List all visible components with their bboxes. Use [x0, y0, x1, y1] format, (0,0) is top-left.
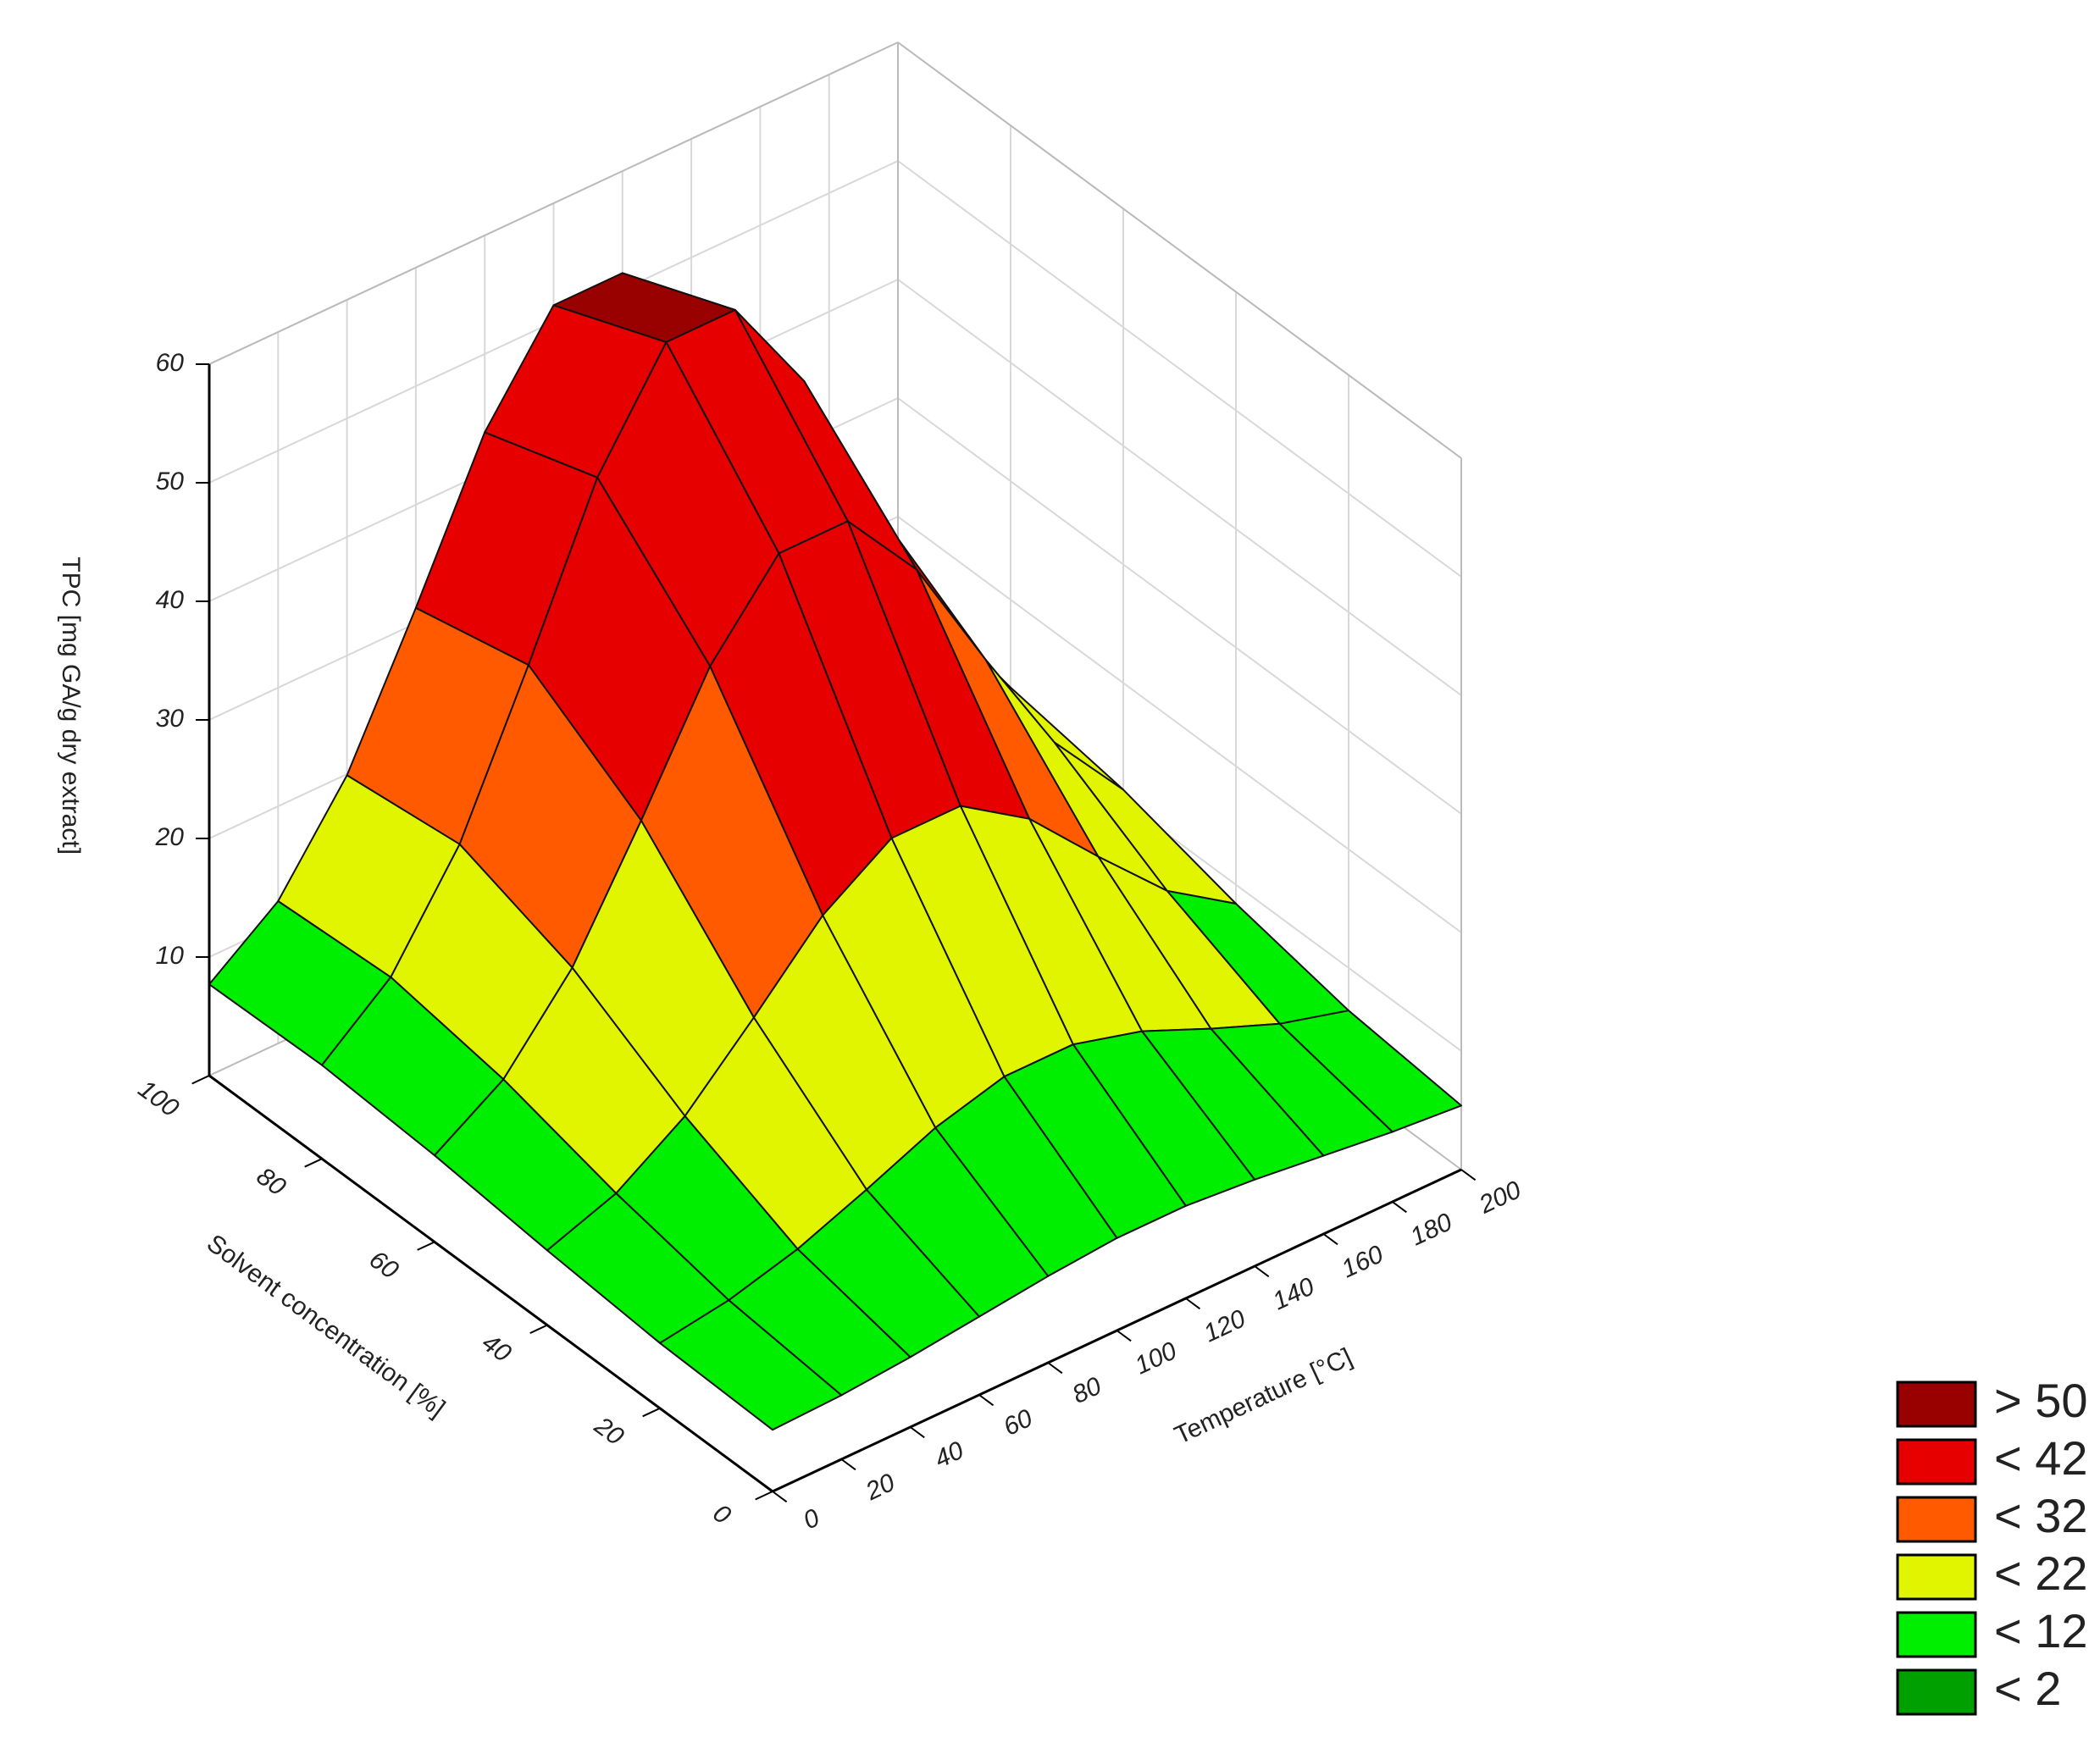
- x-tick: [1116, 1330, 1132, 1342]
- x-tick: [1322, 1233, 1338, 1246]
- y-tick: [755, 1491, 773, 1501]
- grid-line: [897, 516, 1462, 933]
- y-axis-title: Solvent concentration [%]: [202, 1229, 450, 1423]
- z-tick-label: 20: [155, 823, 185, 851]
- legend-swatch: [1896, 1381, 1977, 1428]
- y-tick-label: 60: [364, 1245, 404, 1285]
- z-tick-label: 50: [156, 468, 185, 495]
- z-tick-label: 30: [156, 705, 185, 733]
- x-tick: [1460, 1169, 1477, 1181]
- legend-swatch: [1896, 1553, 1977, 1601]
- y-tick: [529, 1324, 548, 1335]
- x-tick: [1185, 1298, 1201, 1310]
- surface-cell: [659, 1299, 843, 1431]
- y-tick-label: 0: [707, 1499, 735, 1530]
- y-tick: [642, 1407, 661, 1418]
- x-tick-label: 140: [1268, 1272, 1319, 1315]
- x-tick: [772, 1491, 788, 1503]
- legend-swatch: [1896, 1496, 1977, 1543]
- x-tick-label: 200: [1474, 1176, 1526, 1220]
- grid-line: [897, 160, 1462, 578]
- x-tick: [978, 1394, 995, 1407]
- x-tick: [1254, 1265, 1270, 1278]
- z-tick-label: 60: [156, 349, 185, 377]
- x-tick-label: 120: [1200, 1304, 1250, 1347]
- y-tick: [417, 1241, 435, 1251]
- z-tick-label: 40: [156, 586, 185, 614]
- legend-label: > 50: [1994, 1374, 2088, 1427]
- z-tick-label: 10: [156, 942, 185, 970]
- y-tick-label: 40: [477, 1329, 517, 1369]
- x-tick: [840, 1458, 856, 1471]
- y-tick-label: 100: [133, 1075, 184, 1122]
- box-edge: [897, 41, 1462, 459]
- grid-line: [897, 397, 1462, 815]
- x-tick: [1392, 1201, 1407, 1214]
- x-tick: [1047, 1362, 1063, 1375]
- x-tick-label: 60: [1000, 1404, 1037, 1441]
- legend-label: < 22: [1994, 1547, 2088, 1600]
- x-tick: [910, 1426, 925, 1439]
- y-tick-label: 80: [252, 1162, 291, 1202]
- x-axis-title: Temperature [°C]: [1171, 1343, 1357, 1450]
- legend-label: < 2: [1994, 1662, 2061, 1715]
- y-tick-label: 20: [589, 1411, 629, 1451]
- legend: > 50< 42< 32< 22< 12< 2: [1896, 1374, 2088, 1716]
- legend-label: < 12: [1994, 1604, 2088, 1657]
- y-tick: [304, 1158, 323, 1168]
- legend-label: < 32: [1994, 1489, 2088, 1542]
- x-tick-label: 80: [1068, 1372, 1105, 1409]
- legend-swatch: [1896, 1438, 1977, 1486]
- box-edge: [208, 41, 899, 365]
- z-axis-title: TPC [mg GA/g dry extract]: [57, 556, 85, 855]
- legend-swatch: [1896, 1611, 1977, 1658]
- legend-swatch: [1896, 1668, 1977, 1716]
- x-tick-label: 40: [930, 1436, 967, 1474]
- legend-label: < 42: [1994, 1431, 2088, 1485]
- x-tick-label: 0: [799, 1503, 823, 1535]
- y-tick: [191, 1075, 210, 1085]
- x-tick-label: 100: [1131, 1336, 1182, 1380]
- x-tick-label: 20: [861, 1469, 899, 1507]
- grid-line: [897, 279, 1462, 696]
- x-tick-label: 160: [1338, 1240, 1388, 1283]
- y-axis: [208, 1074, 773, 1493]
- x-tick-label: 180: [1406, 1208, 1457, 1251]
